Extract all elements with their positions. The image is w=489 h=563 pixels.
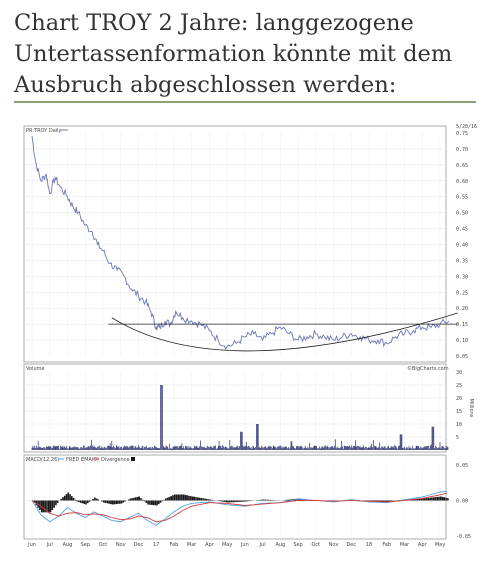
heading-rule: [14, 101, 476, 103]
macd-legend-label: MACD(12,26): [26, 457, 59, 463]
month-label: Jun: [27, 542, 36, 548]
month-label: Mar: [400, 542, 410, 548]
month-label: Dec: [346, 542, 356, 548]
macd-y-ticks: 0.05 0.00 -0.05: [456, 463, 471, 540]
saucer-curve: [111, 312, 458, 352]
chart-date-label: 5/20/16: [456, 124, 477, 130]
macd-panel: [23, 454, 447, 540]
signal-line: [31, 492, 448, 523]
month-label: May: [222, 542, 232, 548]
signal-legend-label: FRED EMA(9): [66, 457, 99, 463]
price-tick-label: 0.60: [456, 179, 468, 185]
article-heading: Chart TROY 2 Jahre: langgezogene Unterta…: [14, 8, 474, 101]
macd-tick-label: 0.00: [456, 499, 468, 505]
source-credit: ©BigCharts.com: [407, 365, 449, 372]
volume-label: Volume: [26, 366, 45, 372]
price-panel: [23, 125, 447, 363]
macd-tick-label: -0.05: [456, 534, 471, 540]
macd-line: [31, 490, 448, 526]
price-tick-label: 0.15: [456, 322, 468, 328]
month-axis: Jun Jul Aug Sep Oct Nov Dec 17 Feb Mar Apr May Jun Ju…: [27, 542, 445, 548]
price-legend-label: PR:TROY Daily: [26, 128, 62, 134]
volume-tick-label: 30: [456, 370, 462, 376]
month-label: Sep: [293, 542, 302, 548]
month-label: Nov: [329, 542, 339, 548]
month-label: Jun: [240, 542, 249, 548]
price-tick-label: 0.25: [456, 290, 468, 296]
divergence-legend-swatch: [131, 457, 135, 461]
month-label: Aug: [275, 542, 285, 548]
month-label: Feb: [169, 542, 178, 548]
price-y-ticks: 0.75 0.70 0.65 0.60 0.55 0.50 0.45 0.40 0.35 0.30…: [456, 131, 468, 360]
price-tick-label: 0.10: [456, 338, 468, 344]
month-label: Jul: [46, 542, 53, 548]
volume-tick-label: 10: [456, 422, 462, 428]
month-label: Sep: [80, 542, 89, 548]
price-tick-label: 0.70: [456, 147, 468, 153]
volume-grid: [24, 372, 446, 450]
volume-panel: [23, 363, 447, 453]
volume-bars: [31, 385, 449, 450]
month-label: Dec: [134, 542, 144, 548]
month-label: Nov: [116, 542, 126, 548]
month-label: 18: [366, 542, 372, 548]
price-grid: [24, 133, 446, 356]
volume-unit-label: Millions: [468, 399, 474, 418]
month-label: Oct: [99, 542, 108, 548]
price-tick-label: 0.55: [456, 195, 468, 201]
price-tick-label: 0.75: [456, 131, 468, 137]
month-label: Mar: [187, 542, 197, 548]
month-label: Apr: [205, 542, 215, 548]
price-tick-label: 0.20: [456, 306, 468, 312]
month-label: Aug: [63, 542, 73, 548]
price-tick-label: 0.40: [456, 243, 468, 249]
volume-tick-label: 15: [456, 409, 462, 415]
month-label: Apr: [418, 542, 428, 548]
price-tick-label: 0.05: [456, 354, 468, 360]
month-label: Oct: [311, 542, 320, 548]
price-tick-label: 0.50: [456, 211, 468, 217]
heading-line: Chart TROY 2 Jahre: langgezogene: [14, 10, 414, 36]
month-label: Jul: [259, 542, 266, 548]
price-tick-label: 0.30: [456, 274, 468, 280]
volume-y-ticks: 30 25 20 15 10 5: [456, 370, 462, 441]
month-label: Feb: [382, 542, 391, 548]
price-tick-label: 0.45: [456, 227, 468, 233]
volume-tick-label: 20: [456, 396, 462, 402]
price-tick-label: 0.35: [456, 258, 468, 264]
volume-tick-label: 5: [456, 435, 459, 441]
divergence-histogram: [32, 492, 449, 513]
divergence-legend-label: Divergence: [101, 457, 130, 463]
macd-tick-label: 0.05: [456, 463, 468, 469]
heading-line: Untertassenformation könnte mit dem: [14, 41, 453, 67]
month-label: May: [435, 542, 445, 548]
volume-tick-label: 25: [456, 383, 462, 389]
price-tick-label: 0.65: [456, 163, 468, 169]
month-label: 17: [153, 542, 159, 548]
heading-line: Ausbruch abgeschlossen werden:: [14, 72, 397, 98]
